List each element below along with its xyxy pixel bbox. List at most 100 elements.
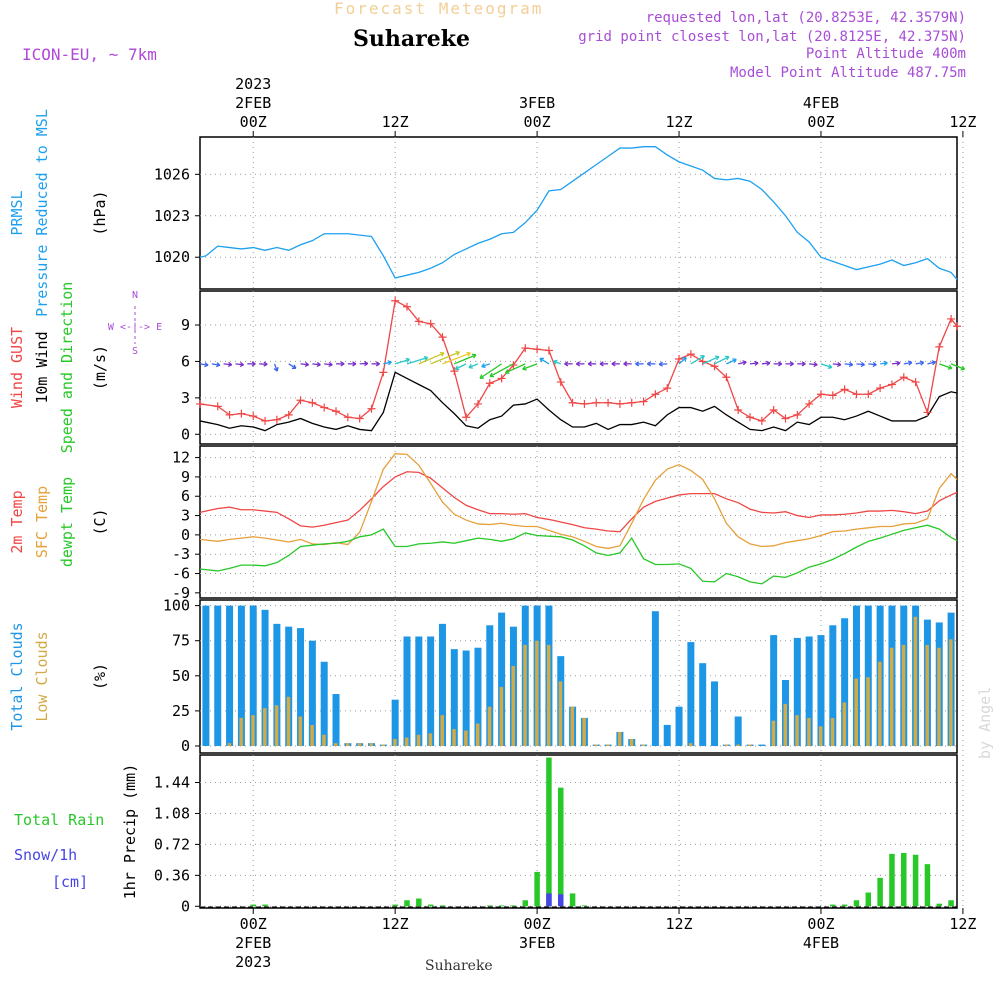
data-bar: [274, 705, 279, 746]
data-bar: [332, 694, 340, 746]
gust-marker: [391, 296, 400, 305]
data-bar: [901, 852, 907, 907]
y-axis-label: 10m Wind: [33, 331, 51, 403]
data-bar: [606, 744, 610, 746]
data-bar: [841, 904, 848, 907]
wind-arrow-head: [439, 351, 445, 357]
data-bar: [925, 644, 929, 746]
x-tick-label-top: 00Z: [524, 113, 551, 131]
gust-marker: [438, 333, 447, 342]
wind-arrow-head: [896, 360, 901, 366]
gust-marker: [450, 367, 459, 376]
gust-marker: [568, 398, 577, 407]
x-tick-label-top: 4FEB: [803, 94, 839, 112]
wind-arrow: [714, 356, 730, 365]
data-bar: [227, 743, 232, 746]
wind-arrow: [553, 360, 561, 365]
data-bar: [474, 647, 482, 746]
data-bar: [912, 854, 919, 907]
data-bar: [522, 900, 529, 907]
data-bar: [687, 642, 695, 746]
svg-text:by Angel: by Angel: [976, 687, 994, 759]
wind-arrow-head: [304, 361, 310, 368]
compass-s: S: [132, 346, 138, 357]
wind-arrow-head: [872, 361, 877, 368]
gust-marker: [746, 413, 755, 422]
data-bar: [949, 639, 953, 746]
y-axis-label: dewpt Temp: [58, 477, 76, 567]
data-bar: [877, 877, 883, 907]
y-axis-label: Total Clouds: [8, 622, 26, 730]
wind-arrow: [406, 356, 428, 365]
gust-marker: [876, 384, 885, 393]
data-bar: [641, 744, 646, 746]
y-tick-label: 1020: [154, 248, 190, 266]
data-bar: [830, 904, 836, 907]
wind-arrow: [915, 361, 924, 365]
wind-arrow-head: [316, 361, 321, 368]
x-tick-label-bottom: 00Z: [240, 915, 267, 933]
wind-arrow-head: [227, 361, 233, 368]
data-bar: [854, 678, 858, 746]
y-tick-label: 12: [172, 449, 190, 467]
wind-arrow-head: [553, 359, 558, 365]
y-tick-label: 75: [172, 632, 190, 650]
y-axis-label: Wind GUST: [8, 327, 26, 408]
wind-arrow-head: [215, 362, 221, 368]
data-bar: [758, 744, 766, 746]
wind-arrow-head: [801, 361, 806, 367]
data-bar: [286, 696, 291, 746]
wind-arrow: [820, 363, 832, 369]
wind-arrow-head: [466, 351, 471, 357]
wind-arrow-head: [931, 360, 936, 366]
panel-frame: [199, 754, 958, 909]
data-bar: [805, 636, 813, 746]
gust-marker: [426, 319, 435, 328]
wind-arrow-head: [539, 357, 544, 363]
x-tick-label-top: 2FEB: [235, 94, 271, 112]
data-bar: [428, 733, 433, 746]
wind-arrow: [300, 363, 309, 366]
data-bar: [818, 726, 823, 746]
gust-marker: [757, 416, 766, 425]
data-bar: [581, 905, 588, 907]
gust-marker: [533, 345, 542, 354]
wind-arrow: [489, 363, 514, 378]
wind-arrow: [383, 361, 392, 365]
data-bar: [889, 853, 895, 907]
wind-arrow-head: [273, 367, 279, 372]
data-bar: [535, 640, 539, 746]
x-tick-label-bottom: 00Z: [524, 915, 551, 933]
data-bar: [391, 699, 399, 746]
wind-arrow-head: [682, 356, 687, 362]
data-bar: [392, 904, 398, 907]
x-tick-label-bottom: 12Z: [665, 915, 692, 933]
data-bar: [511, 665, 515, 746]
y-axis-label: (hPa): [91, 190, 109, 235]
wind-arrow-head: [919, 360, 925, 366]
wind-arrow-head: [291, 364, 297, 370]
y-tick-label: 50: [172, 667, 190, 685]
data-bar: [795, 715, 799, 746]
panel-pressure: 1020 1023 1026 PRMSL Pressure Reduced to MSL…: [8, 109, 964, 317]
data-bar: [913, 616, 918, 746]
wind-arrow: [950, 363, 965, 370]
data-bar: [924, 864, 931, 907]
wind-arrow-head: [489, 372, 495, 378]
gust-marker: [816, 390, 825, 399]
gust-marker: [402, 302, 411, 311]
data-bar: [464, 730, 468, 746]
data-bar: [310, 724, 314, 746]
wind-arrow-head: [724, 355, 730, 361]
data-bar: [427, 904, 434, 907]
gust-marker: [521, 344, 530, 353]
grid-point-coords: grid point closest lon,lat (20.8125E, 42…: [578, 29, 966, 45]
series-line: [199, 524, 958, 585]
gust-marker: [852, 390, 861, 399]
data-bar: [617, 731, 622, 746]
data-bar: [357, 743, 362, 746]
y-axis-label: PRMSL: [8, 190, 26, 235]
data-bar: [250, 904, 256, 907]
data-bar: [736, 744, 740, 746]
x-tick-label-bottom: 2FEB: [235, 934, 271, 952]
